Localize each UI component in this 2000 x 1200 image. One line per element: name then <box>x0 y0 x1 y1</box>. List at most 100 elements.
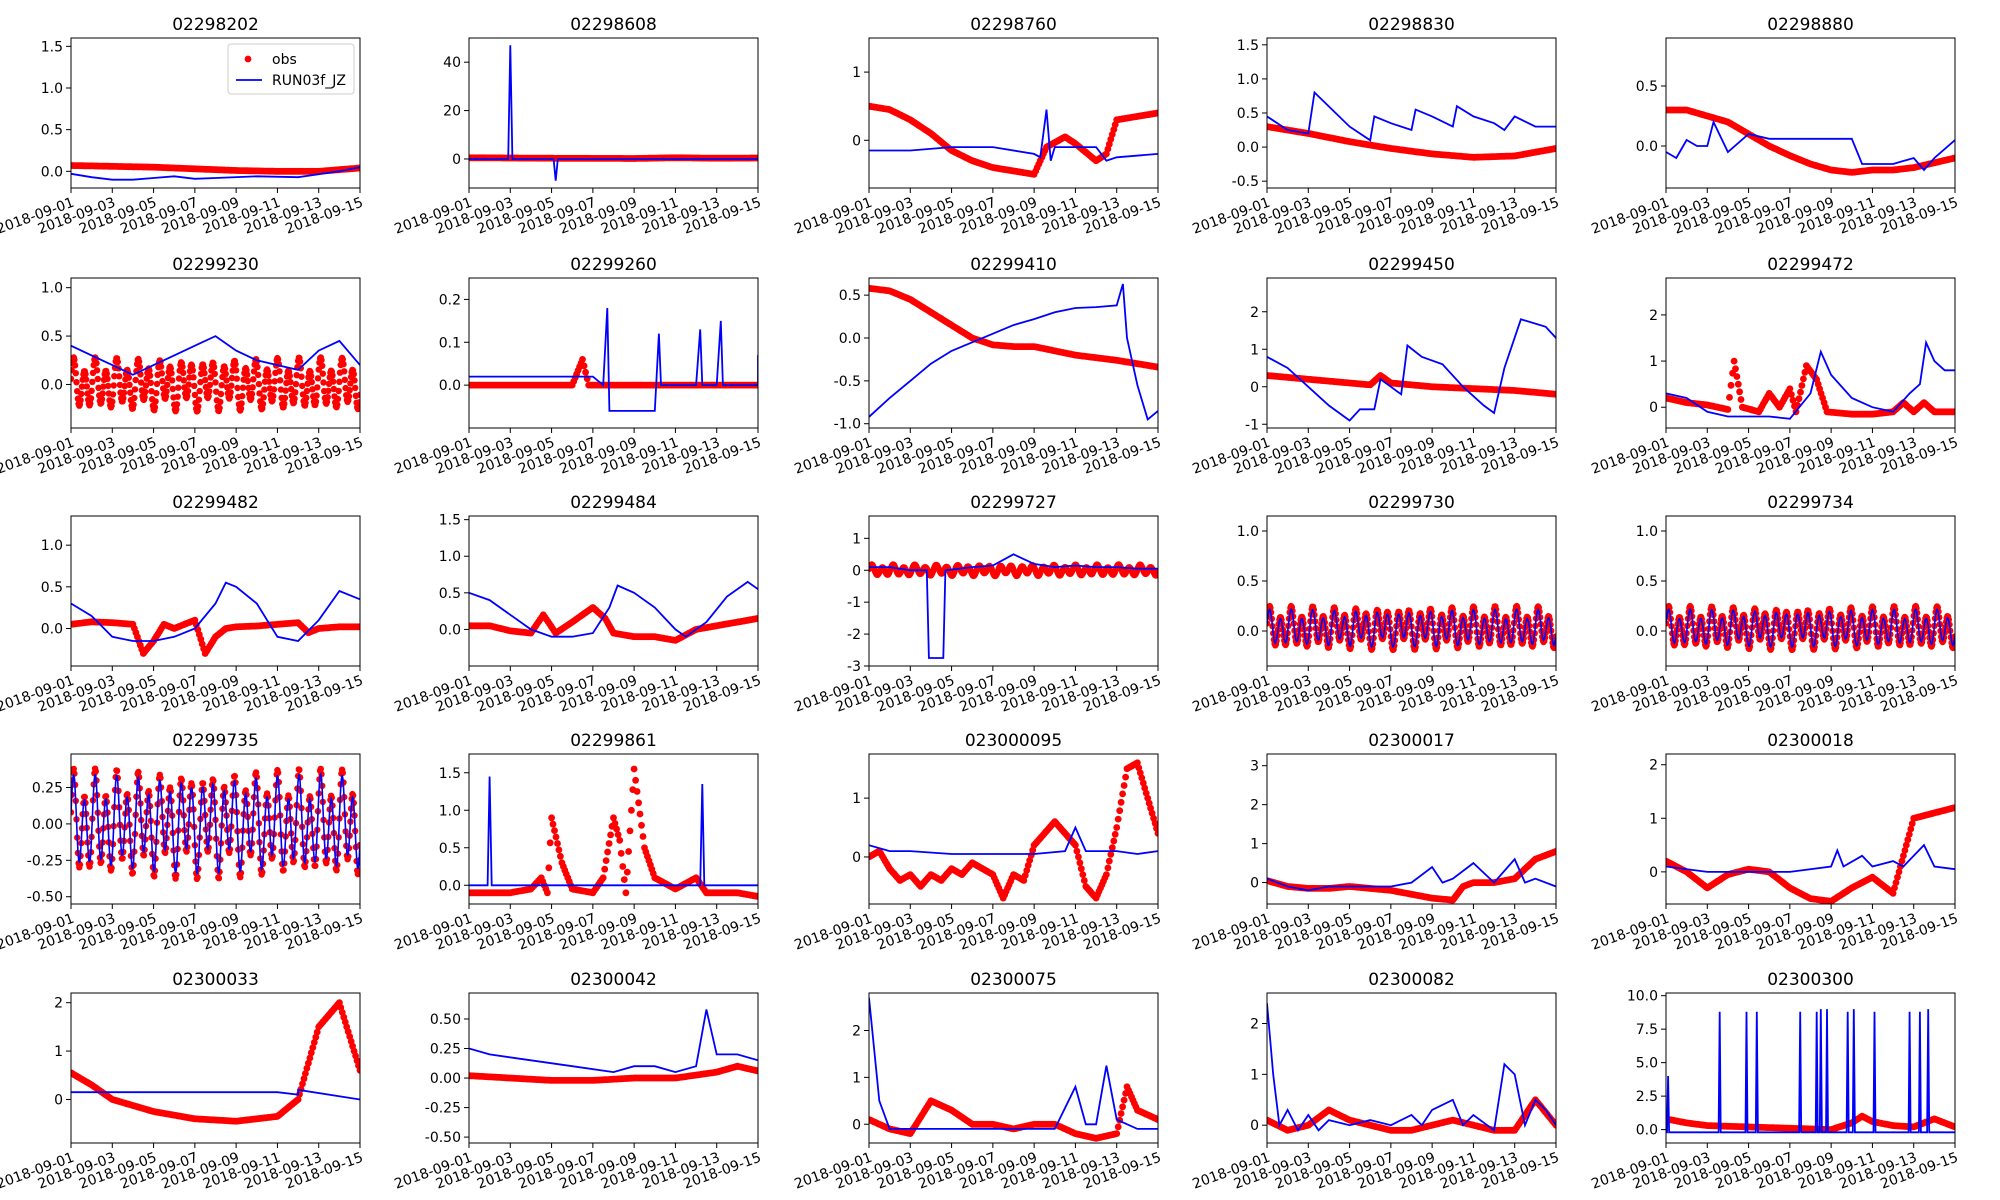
obs-point <box>100 383 107 390</box>
subplot-title: 02298760 <box>970 15 1057 35</box>
obs-point <box>345 393 353 400</box>
model-line <box>1666 607 1955 649</box>
obs-point <box>346 387 353 394</box>
subplot-02299410: 02299410-1.0-0.50.00.52018-09-012018-09-… <box>792 255 1163 478</box>
obs-point <box>320 379 327 386</box>
obs-point <box>179 363 186 370</box>
obs-point <box>599 874 607 882</box>
obs-point <box>164 381 171 389</box>
obs-point <box>180 377 187 384</box>
obs-point <box>130 401 137 408</box>
y-tick-label: 0.0 <box>1636 624 1658 640</box>
obs-point <box>308 378 315 386</box>
y-tick-label: 1.0 <box>439 549 461 565</box>
plot-area <box>71 162 360 181</box>
obs-point <box>153 390 160 397</box>
y-tick-label: 0.0 <box>41 622 63 638</box>
obs-point <box>281 394 289 402</box>
obs-point <box>71 375 75 382</box>
obs-point <box>334 401 341 408</box>
obs-point <box>232 361 239 368</box>
obs-point <box>351 377 358 384</box>
y-tick-label: 0 <box>852 133 861 149</box>
obs-point <box>607 831 614 839</box>
obs-point <box>188 782 196 790</box>
obs-point <box>213 388 220 395</box>
subplot-02298830: 02298830-0.50.00.51.01.52018-09-012018-0… <box>1190 15 1561 238</box>
y-tick-label: -3 <box>847 659 861 675</box>
obs-point <box>1154 109 1158 117</box>
obs-point <box>549 820 557 828</box>
obs-point <box>111 373 118 380</box>
obs-point <box>211 370 218 378</box>
y-tick-label: 0.0 <box>439 378 461 394</box>
obs-point <box>754 615 758 622</box>
obs-point <box>1733 373 1741 380</box>
obs-point <box>158 370 165 377</box>
obs-point <box>1795 395 1803 403</box>
obs-point <box>135 768 142 776</box>
obs-point <box>623 868 631 876</box>
y-tick-label: 1.5 <box>439 513 461 529</box>
obs-point <box>81 793 89 801</box>
obs-point <box>554 840 561 847</box>
model-line <box>469 307 758 412</box>
plot-area <box>469 580 758 644</box>
y-tick-label: 0.5 <box>1237 574 1259 590</box>
subplot-02299472: 022994720122018-09-012018-09-032018-09-0… <box>1589 255 1960 478</box>
obs-point <box>184 387 192 395</box>
obs-point <box>292 389 299 396</box>
obs-point <box>217 390 225 398</box>
y-tick-label: 0.5 <box>41 123 63 139</box>
obs-point <box>355 404 360 411</box>
subplot-title: 02299730 <box>1368 493 1455 513</box>
obs-point <box>132 376 139 384</box>
y-tick-label: 2 <box>1250 305 1259 321</box>
legend-obs-marker <box>244 55 252 63</box>
axes-frame <box>1266 37 1557 189</box>
obs-point <box>142 382 150 389</box>
obs-point <box>287 378 294 386</box>
obs-point <box>153 380 161 388</box>
obs-point <box>93 360 100 367</box>
obs-point <box>169 385 176 393</box>
obs-point <box>1951 408 1955 416</box>
obs-point <box>319 370 326 377</box>
obs-point <box>340 361 347 368</box>
obs-point <box>274 769 282 776</box>
obs-point <box>630 765 638 773</box>
obs-point <box>206 381 214 389</box>
series-obs <box>1267 372 1556 398</box>
plot-area <box>1267 90 1556 161</box>
model-line <box>469 776 758 887</box>
obs-point <box>249 384 256 391</box>
obs-point <box>157 363 165 370</box>
obs-point <box>265 372 272 379</box>
obs-point <box>335 387 342 395</box>
obs-point <box>167 365 174 372</box>
obs-point <box>127 389 134 396</box>
obs-point <box>605 840 613 847</box>
subplot-title: 023000095 <box>965 731 1062 751</box>
plot-area <box>1666 602 1955 654</box>
series-obs <box>71 354 360 415</box>
obs-point <box>259 400 267 408</box>
y-tick-label: 0 <box>852 563 861 579</box>
y-tick-label: 1.5 <box>41 39 63 55</box>
obs-point <box>548 814 555 822</box>
obs-point <box>73 379 80 386</box>
obs-point <box>250 376 257 383</box>
obs-point <box>210 364 218 371</box>
obs-point <box>168 370 175 377</box>
subplot-title: 02299727 <box>970 493 1057 513</box>
y-tick-label: 0.5 <box>41 329 63 345</box>
subplot-02298880: 022988800.00.52018-09-012018-09-032018-0… <box>1589 15 1960 238</box>
y-tick-label: 0.25 <box>32 780 63 796</box>
y-tick-label: 0.5 <box>439 841 461 857</box>
y-tick-label: 1 <box>852 65 861 81</box>
obs-point <box>212 379 219 386</box>
obs-point <box>124 791 131 798</box>
obs-point <box>78 390 85 398</box>
obs-point <box>280 867 287 874</box>
obs-point <box>221 365 229 372</box>
